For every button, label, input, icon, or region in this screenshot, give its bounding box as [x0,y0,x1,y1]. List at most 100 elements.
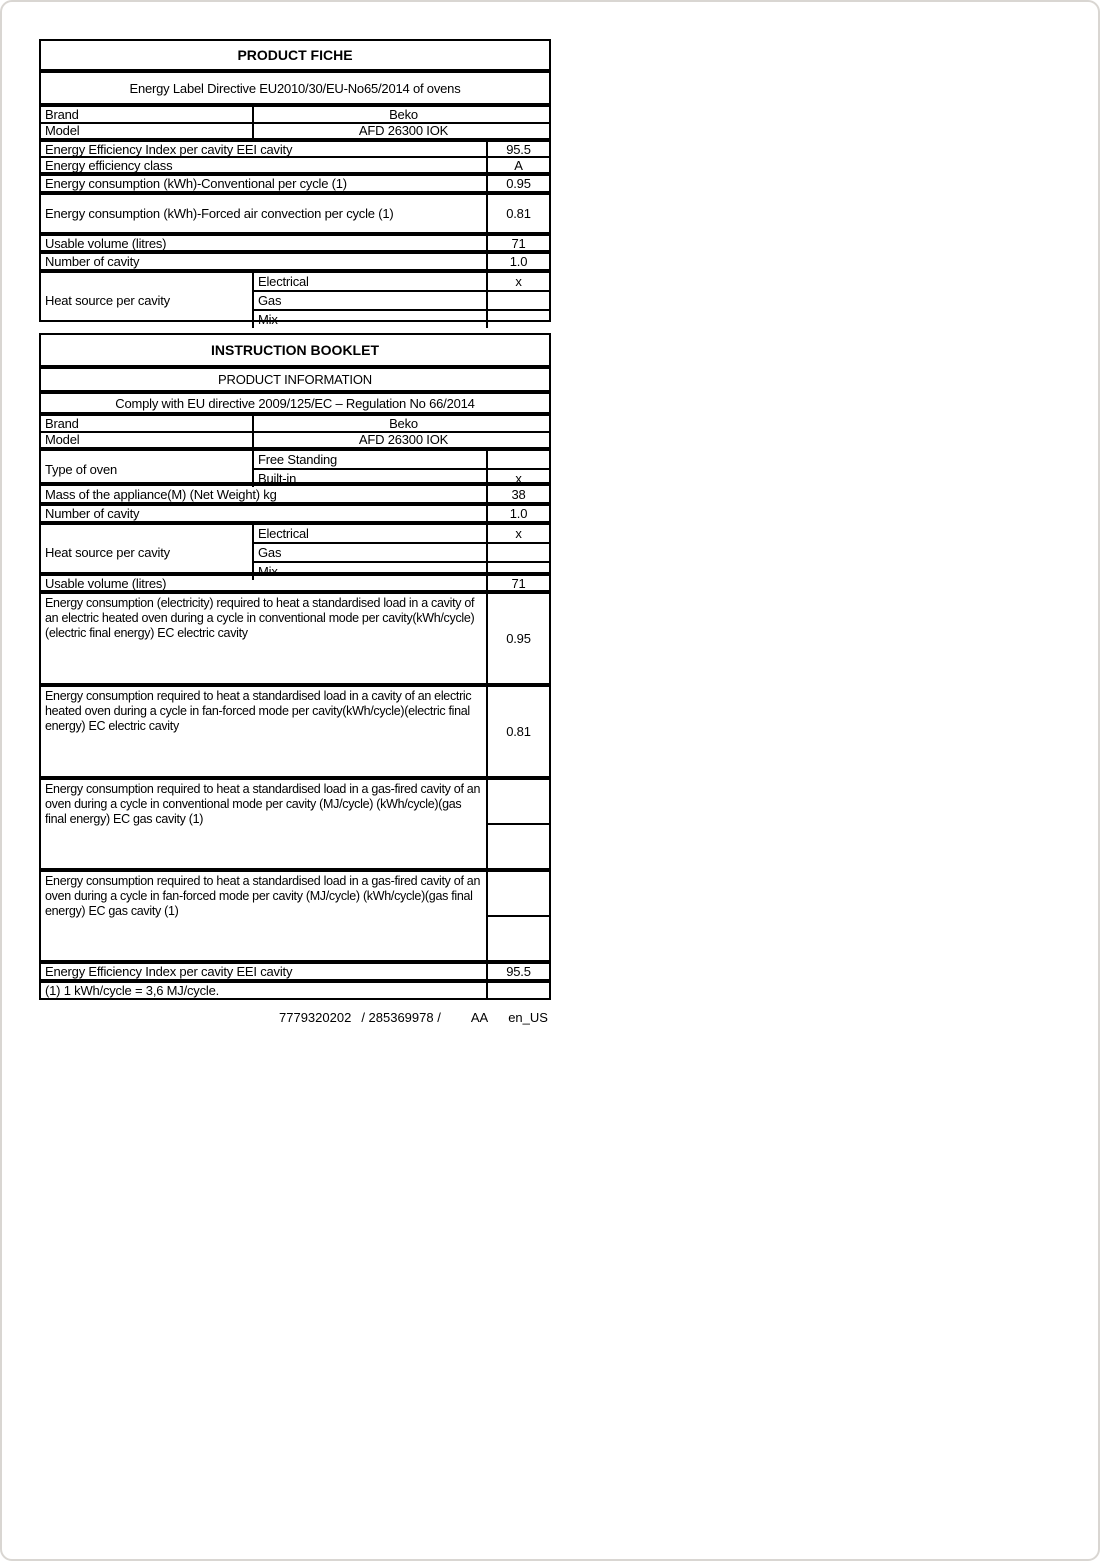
booklet-ec-electric-fan-row: Energy consumption required to heat a st… [41,687,549,776]
booklet-heat-gas-row: Gas [254,542,549,561]
fiche-directive: Energy Label Directive EU2010/30/EU-No65… [129,80,461,96]
fiche-cavity-count-box: Number of cavity 1.0 [39,252,551,271]
fiche-heat-mix-label: Mix [258,312,278,327]
fiche-volume-box: Usable volume (litres) 71 [39,234,551,252]
booklet-volume-row: Usable volume (litres) 71 [41,575,549,591]
booklet-ec-electric-fan-box: Energy consumption required to heat a st… [39,685,551,778]
booklet-cavity-count-label: Number of cavity [45,506,140,521]
booklet-freestanding-value [486,451,549,468]
footer-language: en_US [508,1010,548,1025]
booklet-heat-source-label: Heat source per cavity [41,525,254,580]
fiche-heat-mix-row: Mix [254,309,549,328]
booklet-heat-mix-value [486,563,549,580]
fiche-model-label: Model [41,123,254,138]
booklet-cavity-count-value: 1.0 [486,506,549,521]
booklet-heat-mix-label: Mix [258,564,278,579]
fiche-model-row: Model AFD 26300 IOK [41,121,549,138]
booklet-heat-gas-label: Gas [258,545,282,560]
fiche-eei-class-box: Energy Efficiency Index per cavity EEI c… [39,140,551,174]
fiche-class-row: Energy efficiency class A [41,156,549,173]
footer-code-1: 7779320202 [279,1010,352,1025]
fiche-forced-air-value: 0.81 [486,195,549,232]
fiche-forced-air-label: Energy consumption (kWh)-Forced air conv… [45,206,394,221]
booklet-brand-value: Beko [389,415,418,431]
booklet-builtin-row: Built-in x [254,468,549,487]
booklet-ec-gas-conventional-row: Energy consumption required to heat a st… [41,780,549,868]
fiche-forced-air-row: Energy consumption (kWh)-Forced air conv… [41,195,549,232]
fiche-brand-model-box: Brand Beko Model AFD 26300 IOK [39,105,551,140]
fiche-heat-electrical-label: Electrical [258,274,309,289]
booklet-heat-mix-row: Mix [254,561,549,580]
booklet-ec-gas-fan-label: Energy consumption required to heat a st… [45,874,481,918]
booklet-subtitle-box: PRODUCT INFORMATION [39,367,551,392]
booklet-ec-gas-conventional-values [486,780,549,868]
booklet-builtin-label: Built-in [258,471,297,486]
booklet-eei-label: Energy Efficiency Index per cavity EEI c… [45,964,293,979]
fiche-conventional-box: Energy consumption (kWh)-Conventional pe… [39,174,551,193]
fiche-eei-value: 95.5 [486,142,549,157]
booklet-footnote-empty-value [486,983,549,998]
product-fiche-document: PRODUCT FICHE Energy Label Directive EU2… [39,39,551,1025]
fiche-eei-label: Energy Efficiency Index per cavity EEI c… [45,141,293,157]
booklet-heat-source-box: Heat source per cavity Electrical x Gas … [39,523,551,580]
booklet-footnote-row: (1) 1 kWh/cycle = 3,6 MJ/cycle. [41,983,549,998]
fiche-title-box: PRODUCT FICHE [39,39,551,71]
fiche-cavity-count-label: Number of cavity [45,254,140,269]
fiche-conventional-row: Energy consumption (kWh)-Conventional pe… [41,176,549,191]
fiche-heat-mix-value [486,311,549,328]
booklet-volume-label: Usable volume (litres) [45,575,167,591]
fiche-conventional-value: 0.95 [486,176,549,191]
fiche-directive-box: Energy Label Directive EU2010/30/EU-No65… [39,71,551,105]
booklet-ec-electric-fan-value: 0.81 [486,687,549,776]
product-fiche-table: PRODUCT FICHE Energy Label Directive EU2… [39,39,551,328]
fiche-heat-electrical-value: x [486,273,549,290]
booklet-volume-value: 71 [486,576,549,591]
booklet-cavity-count-box: Number of cavity 1.0 [39,504,551,523]
fiche-class-value: A [486,158,549,173]
booklet-oven-type-label: Type of oven [41,451,254,487]
booklet-mass-value: 38 [486,486,549,502]
fiche-heat-gas-label: Gas [258,293,282,308]
fiche-model-value: AFD 26300 IOK [358,123,449,139]
booklet-heat-source-row: Heat source per cavity Electrical x Gas … [41,525,549,580]
booklet-eei-row: Energy Efficiency Index per cavity EEI c… [41,964,549,979]
fiche-heat-source-label: Heat source per cavity [41,273,254,328]
booklet-ec-electric-fan-label: Energy consumption required to heat a st… [45,689,472,733]
instruction-booklet-table: INSTRUCTION BOOKLET PRODUCT INFORMATION … [39,333,551,1000]
fiche-volume-value: 71 [486,236,549,251]
booklet-eei-box: Energy Efficiency Index per cavity EEI c… [39,962,551,981]
booklet-oven-type-options: Free Standing Built-in x [254,451,549,487]
booklet-ec-gas-conventional-box: Energy consumption required to heat a st… [39,778,551,870]
fiche-heat-source-options: Electrical x Gas Mix [254,273,549,328]
booklet-ec-electric-conventional-box: Energy consumption (electricity) require… [39,592,551,685]
booklet-heat-gas-value [486,544,549,561]
booklet-model-label: Model [41,432,254,447]
fiche-volume-row: Usable volume (litres) 71 [41,235,549,251]
booklet-title-box: INSTRUCTION BOOKLET [39,333,551,367]
booklet-oven-type-row: Type of oven Free Standing Built-in x [41,451,549,487]
booklet-ec-electric-conventional-row: Energy consumption (electricity) require… [41,594,549,683]
booklet-ec-electric-conventional-value: 0.95 [486,594,549,683]
fiche-heat-gas-row: Gas [254,290,549,309]
booklet-ec-gas-conventional-value-2 [488,823,549,868]
fiche-volume-label: Usable volume (litres) [45,235,167,251]
booklet-directive: Comply with EU directive 2009/125/EC – R… [115,395,475,411]
booklet-title: INSTRUCTION BOOKLET [211,341,379,358]
fiche-heat-electrical-row: Electrical x [254,273,549,290]
booklet-heat-electrical-row: Electrical x [254,525,549,542]
booklet-oven-type-box: Type of oven Free Standing Built-in x [39,449,551,487]
booklet-ec-gas-fan-row: Energy consumption required to heat a st… [41,872,549,960]
booklet-ec-gas-fan-box: Energy consumption required to heat a st… [39,870,551,962]
fiche-heat-source-box: Heat source per cavity Electrical x Gas … [39,271,551,328]
booklet-builtin-value: x [486,470,549,487]
booklet-model-value: AFD 26300 IOK [358,432,449,448]
booklet-ec-gas-conventional-value-1 [488,780,549,823]
booklet-brand-label: Brand [41,416,254,431]
fiche-brand-value: Beko [389,106,418,122]
fiche-brand-row: Brand Beko [41,107,549,122]
booklet-footnote-box: (1) 1 kWh/cycle = 3,6 MJ/cycle. [39,981,551,1000]
booklet-brand-row: Brand Beko [41,416,549,431]
booklet-ec-electric-conventional-label: Energy consumption (electricity) require… [45,596,475,640]
booklet-ec-gas-fan-value-2 [488,915,549,960]
fiche-conventional-label: Energy consumption (kWh)-Conventional pe… [45,176,347,191]
